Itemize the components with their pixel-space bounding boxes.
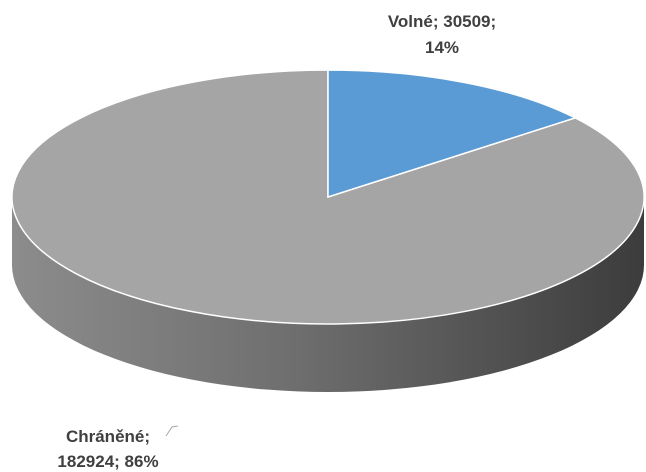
leader-line-chranene <box>165 425 179 437</box>
data-label-volne-line1: Volné; 30509; <box>388 12 496 31</box>
data-label-chranene-line2: 182924; 86% <box>57 452 158 471</box>
data-label-volne-line2: 14% <box>425 38 459 57</box>
pie-side-chranene <box>12 197 644 392</box>
pie-slice-volne[interactable] <box>327 69 578 199</box>
data-label-chranene-line1: Chráněné; <box>66 427 150 446</box>
